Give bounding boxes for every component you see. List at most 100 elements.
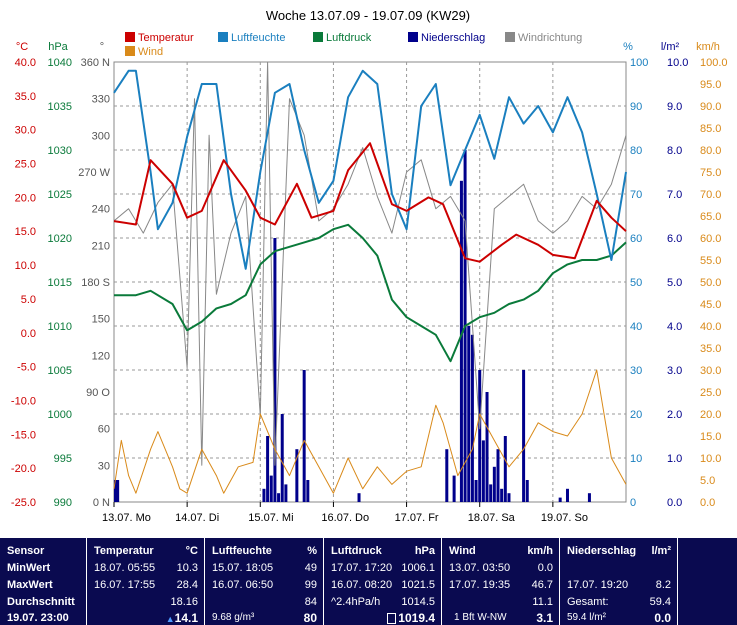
axis-unit: km/h [696, 41, 720, 53]
rain-bar [485, 392, 489, 502]
temp-axis-tick: 0.0 [21, 328, 36, 340]
wind-axis-tick: 25.0 [700, 387, 721, 399]
rain-axis-tick: 0.0 [667, 497, 682, 509]
rain-bar [116, 480, 120, 502]
rain-bar [273, 238, 277, 502]
rain-bar [266, 436, 270, 502]
rain-bar [302, 370, 306, 502]
label-max: MaxWert [7, 579, 53, 591]
col-humidity: Luftfeuchte % 15.07. 18:05 49 16.07. 06:… [205, 538, 323, 625]
wind-axis-tick: 55.0 [700, 255, 721, 267]
temp-axis-tick: 25.0 [15, 159, 36, 171]
rain-bar [565, 488, 569, 502]
rain-bar [474, 480, 478, 502]
direction-axis-tick: 30 [98, 460, 110, 472]
direction-axis-tick: 0 N [93, 497, 110, 509]
grid [113, 61, 627, 503]
rain-header: Niederschlag [567, 545, 637, 557]
wind-min-val: 0.0 [537, 562, 553, 574]
separator [86, 538, 87, 625]
temp-avg: 18.16 [170, 596, 198, 608]
hum-min-time: 15.07. 18:05 [212, 562, 274, 574]
press-min-time: 17.07. 17:20 [331, 562, 393, 574]
wind-axis-tick: 20.0 [700, 409, 721, 421]
legend-swatch [218, 32, 228, 42]
hum-max-val: 99 [304, 579, 317, 591]
label-now: 19.07. 23:00 [7, 612, 69, 624]
rain-bar [500, 488, 504, 502]
axis-unit: hPa [48, 41, 68, 53]
legend-label: Temperatur [138, 32, 194, 44]
humidity-axis-tick: 40 [630, 321, 642, 333]
stats-panel: Sensor MinWert MaxWert Durchschnitt 19.0… [0, 538, 737, 625]
direction-axis-tick: 330 [92, 94, 110, 106]
press-max-time: 16.07. 08:20 [331, 579, 393, 591]
press-unit: hPa [414, 545, 435, 557]
x-tick-label: 15.07. Mi [248, 512, 293, 524]
wind-axis-tick: 35.0 [700, 343, 721, 355]
wind-axis-tick: 15.0 [700, 431, 721, 443]
wind-axis-tick: 75.0 [700, 167, 721, 179]
direction-axis-tick: 90 O [86, 387, 110, 399]
press-header: Luftdruck [331, 545, 382, 557]
wind-max-val: 46.7 [531, 579, 553, 591]
humidity-axis-tick: 30 [630, 365, 642, 377]
temp-min-val: 10.3 [176, 562, 198, 574]
rain-now: 0.0 [654, 611, 671, 625]
wind-axis-tick: 30.0 [700, 365, 721, 377]
legend-swatch [125, 32, 135, 42]
press-now: 1019.4 [387, 611, 435, 625]
rain-bar [452, 475, 456, 502]
legend-swatch [505, 32, 515, 42]
temp-axis-tick: 40.0 [15, 57, 36, 69]
rain-max-val: 8.2 [655, 579, 671, 591]
x-tick-label: 19.07. So [541, 512, 588, 524]
rain-unit: l/m² [651, 545, 671, 557]
rain-bar [496, 449, 500, 502]
rain-bar [280, 414, 284, 502]
rain-bar [306, 480, 310, 502]
pressure-axis-tick: 1025 [48, 189, 72, 201]
direction-axis-tick: 60 [98, 424, 110, 436]
pressure-axis-tick: 1010 [48, 321, 72, 333]
wind-axis-tick: 65.0 [700, 211, 721, 223]
hum-unit: % [307, 545, 317, 557]
series-line-luftfeuchte [113, 69, 627, 270]
x-tick-label: 13.07. Mo [102, 512, 151, 524]
temp-axis-tick: -15.0 [11, 429, 36, 441]
col-rain: Niederschlag l/m² 17.07. 19:20 8.2 Gesam… [560, 538, 677, 625]
pressure-axis-tick: 1000 [48, 409, 72, 421]
rain-bar [113, 480, 117, 502]
legend-swatch [408, 32, 418, 42]
temp-max-time: 16.07. 17:55 [94, 579, 156, 591]
temp-header: Temperatur [94, 545, 154, 557]
label-min: MinWert [7, 562, 51, 574]
rain-bar [503, 436, 507, 502]
wind-axis-tick: 50.0 [700, 277, 721, 289]
rain-bar [445, 449, 449, 502]
wind-min-time: 13.07. 03:50 [449, 562, 511, 574]
temp-axis-tick: -10.0 [11, 395, 36, 407]
direction-axis-tick: 270 W [78, 167, 110, 179]
label-avg: Durchschnitt [7, 596, 75, 608]
wind-axis-tick: 70.0 [700, 189, 721, 201]
rain-bar [284, 484, 288, 502]
legend: Temperatur Luftfeuchte Luftdruck Niederschl… [125, 32, 582, 58]
press-avg: 1014.5 [401, 596, 435, 608]
separator [677, 538, 678, 625]
wind-axis-tick: 80.0 [700, 145, 721, 157]
direction-axis-tick: 120 [92, 350, 110, 362]
pressure-axis-tick: 1005 [48, 365, 72, 377]
rain-axis-tick: 8.0 [667, 145, 682, 157]
legend-swatch [313, 32, 323, 42]
pressure-axis-tick: 1015 [48, 277, 72, 289]
separator [204, 538, 205, 625]
rain-bar [277, 493, 281, 502]
wind-axis-tick: 90.0 [700, 101, 721, 113]
axis-unit: % [623, 41, 633, 53]
temp-min-time: 18.07. 05:55 [94, 562, 156, 574]
press-trend: ^2.4hPa/h [331, 596, 381, 608]
humidity-axis-tick: 100 [630, 57, 648, 69]
wind-max-time: 17.07. 19:35 [449, 579, 511, 591]
direction-axis-tick: 300 [92, 130, 110, 142]
